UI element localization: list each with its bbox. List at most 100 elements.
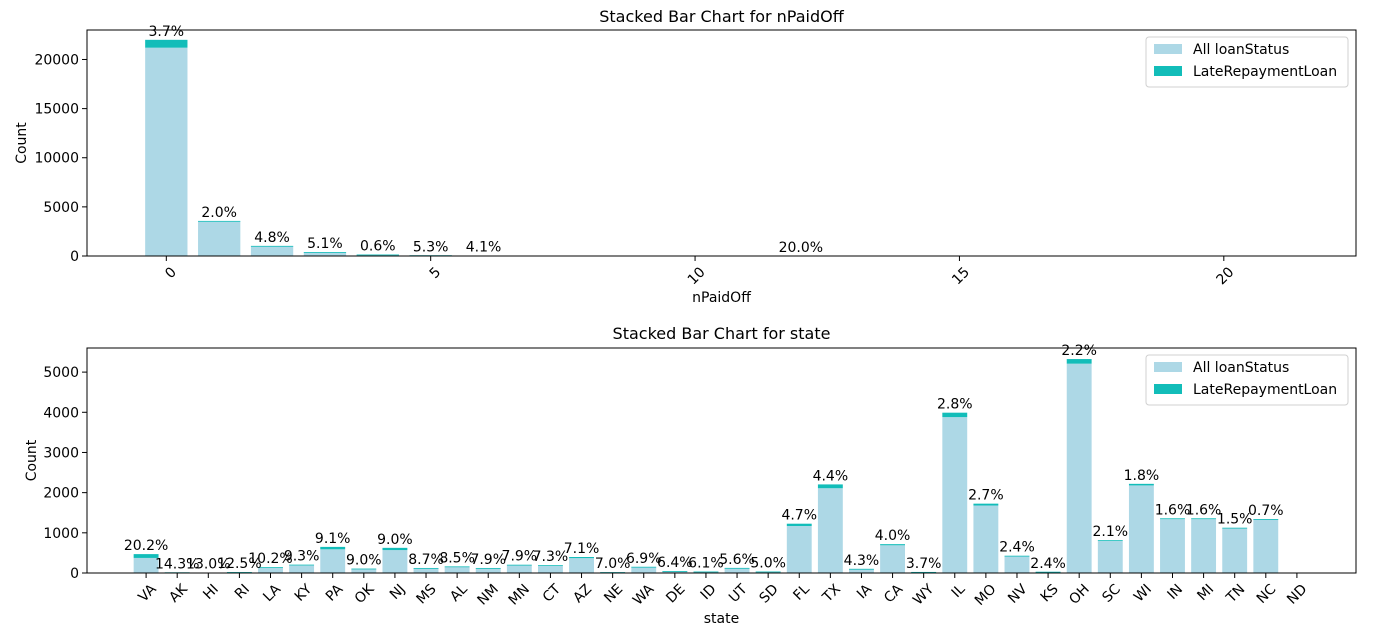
data-label: 1.8% <box>1124 468 1160 484</box>
y-tick-label: 0 <box>70 249 79 265</box>
bar-all-loanstatus <box>475 568 501 573</box>
x-tick-label: OH <box>1066 581 1093 608</box>
data-label: 4.3% <box>844 553 880 569</box>
data-label: 20.2% <box>124 538 168 554</box>
bar-all-loanstatus <box>1191 519 1217 573</box>
x-tick-label: 15 <box>949 264 973 288</box>
bar-late-repayment <box>631 566 657 568</box>
legend-swatch <box>1154 44 1182 54</box>
bar-late-repayment <box>506 564 532 566</box>
y-axis: 0 1000 2000 3000 4000 5000 <box>43 365 87 582</box>
bar-all-loanstatus <box>289 565 315 573</box>
data-label: 9.0% <box>377 532 413 548</box>
data-label: 2.8% <box>937 397 973 413</box>
data-label: 7.3% <box>533 549 569 565</box>
bar-all-loanstatus <box>1128 485 1154 573</box>
x-tick-label: WA <box>630 581 658 609</box>
bar-late-repayment <box>475 567 501 569</box>
bar-late-repayment <box>1128 483 1154 486</box>
data-label: 7.9% <box>470 552 506 568</box>
legend-label: All loanStatus <box>1193 42 1289 58</box>
y-tick-label: 4000 <box>43 405 79 421</box>
data-label: 1.5% <box>1217 512 1253 528</box>
data-label: 7.1% <box>564 541 600 557</box>
x-tick-label: 10 <box>685 264 709 288</box>
bars <box>133 359 1310 574</box>
data-label: 9.3% <box>284 549 320 565</box>
bar-late-repayment <box>662 571 688 572</box>
bar-all-loanstatus <box>258 567 283 573</box>
bar-late-repayment <box>413 567 439 569</box>
x-tick-label: UT <box>726 581 751 606</box>
bar-all-loanstatus <box>198 221 241 256</box>
x-tick-label: WI <box>1131 581 1155 605</box>
data-label: 5.0% <box>750 556 786 572</box>
chart-title: Stacked Bar Chart for nPaidOff <box>599 7 844 26</box>
legend-box <box>1145 36 1349 88</box>
x-tick-label: RI <box>232 581 253 602</box>
data-label: 2.7% <box>968 488 1004 504</box>
bar-all-loanstatus <box>973 505 999 573</box>
x-tick-label: CA <box>881 581 906 606</box>
x-tick-label: 0 <box>162 264 180 282</box>
bar-all-loanstatus <box>382 550 408 573</box>
bar-all-loanstatus <box>250 246 294 256</box>
chart-title: Stacked Bar Chart for state <box>613 324 831 343</box>
x-tick-label: HI <box>200 581 222 603</box>
data-label: 4.4% <box>813 468 849 484</box>
x-axis: VA AK HI RI LA KY PA OK NJ MS AL NM MN CT AZ NE WA DE ID UT… <box>135 573 1311 609</box>
x-tick-label: TN <box>1223 581 1248 606</box>
data-label: 10.2% <box>248 551 292 567</box>
y-axis: 0 5000 10000 15000 20000 <box>34 52 87 265</box>
bar-late-repayment <box>258 567 283 568</box>
data-label: 9.1% <box>315 531 351 547</box>
data-label: 7.0% <box>595 556 631 572</box>
data-label: 2.2% <box>1061 343 1097 359</box>
bar-all-loanstatus <box>1160 519 1185 573</box>
bar-late-repayment <box>351 568 377 570</box>
data-label: 9.0% <box>346 553 382 569</box>
data-label: 5.6% <box>719 552 755 568</box>
y-axis-label: Count <box>14 122 30 164</box>
chart-panel-2: Stacked Bar Chart for state 20.2% 14.3%13.… <box>24 324 1357 627</box>
bar-all-loanstatus <box>303 252 347 256</box>
bar-all-loanstatus <box>942 417 968 573</box>
bar-late-repayment <box>133 554 159 558</box>
data-label: 5.3% <box>413 239 449 255</box>
x-tick-label: ID <box>698 581 720 603</box>
bar-all-loanstatus <box>413 568 439 573</box>
x-axis-label: nPaidOff <box>692 290 751 306</box>
data-label: 2.1% <box>1092 524 1128 540</box>
bar-all-loanstatus <box>817 488 843 573</box>
x-tick-label: FL <box>790 581 813 604</box>
data-label: 20.0% <box>779 240 823 256</box>
bar-late-repayment <box>320 546 346 550</box>
legend: All loanStatus LateRepaymentLoan <box>1145 36 1349 88</box>
data-label: 3.7% <box>906 556 942 572</box>
bar-late-repayment <box>755 571 781 573</box>
data-label: 1.6% <box>1186 502 1222 518</box>
x-tick-label: MN <box>506 581 533 608</box>
bar-late-repayment <box>849 568 874 570</box>
bar-late-repayment <box>880 544 906 546</box>
x-tick-label: IL <box>949 581 969 601</box>
bar-late-repayment <box>724 567 750 569</box>
bar-all-loanstatus <box>1253 519 1279 573</box>
bar-late-repayment <box>786 523 812 526</box>
bar-late-repayment <box>693 571 719 573</box>
x-tick-label: NC <box>1254 581 1280 607</box>
x-tick-label: TX <box>819 581 844 606</box>
x-tick-label: PA <box>323 581 347 605</box>
bar-late-repayment <box>382 547 408 551</box>
x-tick-label: ND <box>1284 581 1310 607</box>
x-tick-label: AK <box>166 581 191 606</box>
legend: All loanStatus LateRepaymentLoan <box>1145 354 1349 406</box>
bar-late-repayment <box>1222 527 1248 529</box>
x-tick-label: IN <box>1164 581 1186 603</box>
bars <box>145 39 1298 257</box>
bar-late-repayment <box>198 220 241 222</box>
x-tick-label: 5 <box>427 264 445 282</box>
data-label: 8.5% <box>439 550 475 566</box>
bar-late-repayment <box>973 503 999 506</box>
